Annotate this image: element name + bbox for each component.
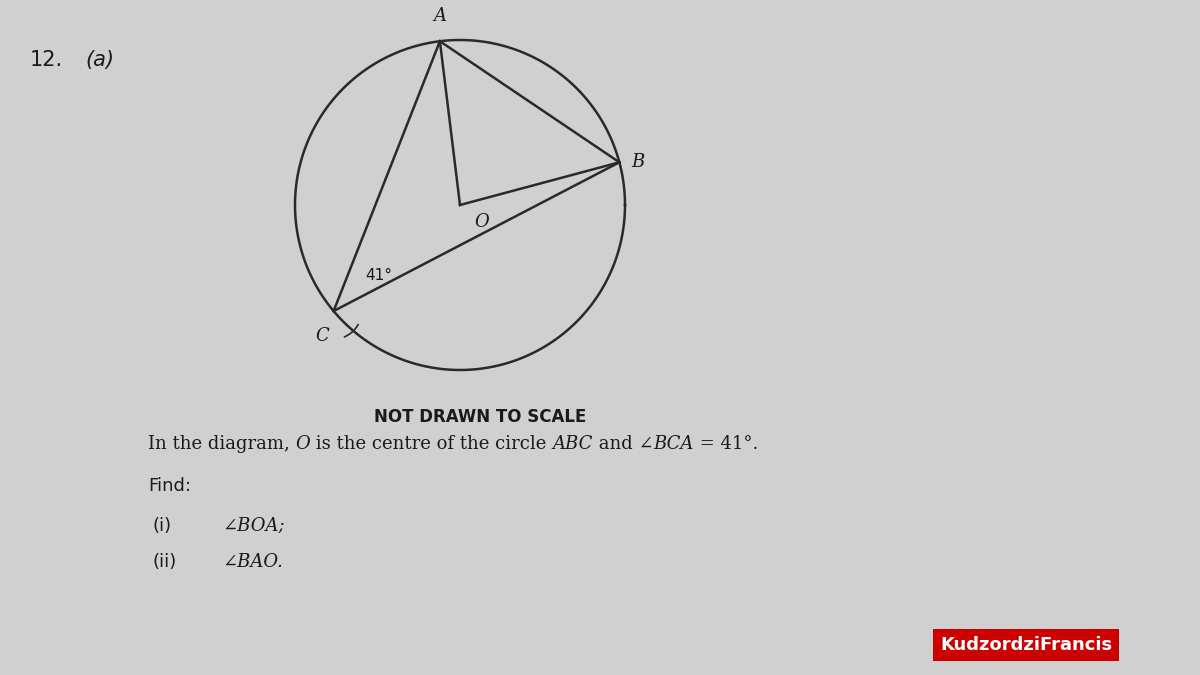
Text: (i): (i)	[154, 517, 172, 535]
Text: 41°: 41°	[366, 268, 392, 283]
Text: C: C	[314, 327, 329, 345]
Text: (ii): (ii)	[154, 553, 178, 571]
Text: In the diagram,: In the diagram,	[148, 435, 295, 453]
Text: is the centre of the circle: is the centre of the circle	[311, 435, 552, 453]
Text: (a): (a)	[85, 50, 114, 70]
Text: 12.: 12.	[30, 50, 64, 70]
Text: = 41°.: = 41°.	[694, 435, 758, 453]
Text: ∠BOA;: ∠BOA;	[223, 517, 286, 535]
Text: ABC: ABC	[552, 435, 593, 453]
Text: O: O	[474, 213, 488, 231]
Text: ∠BAO.: ∠BAO.	[223, 553, 284, 571]
Text: and ∠: and ∠	[593, 435, 653, 453]
Text: BCA: BCA	[653, 435, 694, 453]
Text: KudzordziFrancis: KudzordziFrancis	[940, 636, 1112, 654]
Text: O: O	[295, 435, 311, 453]
Text: NOT DRAWN TO SCALE: NOT DRAWN TO SCALE	[374, 408, 586, 426]
Text: Find:: Find:	[148, 477, 191, 495]
Text: B: B	[631, 153, 644, 171]
Text: A: A	[433, 7, 446, 25]
